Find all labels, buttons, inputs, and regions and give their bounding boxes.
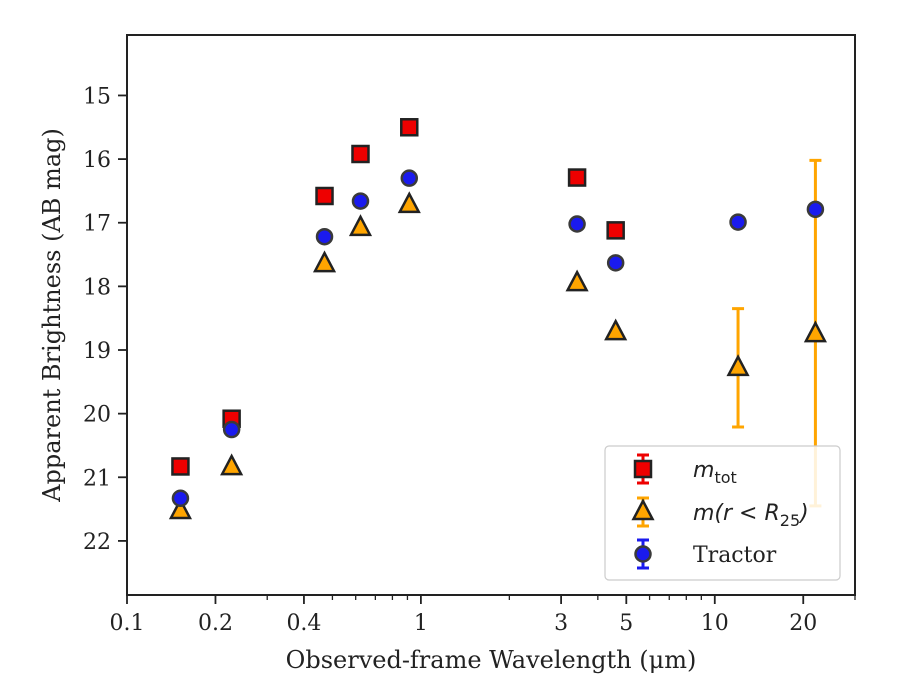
data-point-triangle <box>168 497 193 520</box>
data-point-square <box>606 221 625 240</box>
data-point-circle <box>606 254 625 272</box>
data-point-triangle <box>565 269 589 292</box>
data-point-triangle <box>726 354 750 377</box>
plot-frame <box>126 34 856 596</box>
x-tick-label: 10 <box>701 611 729 636</box>
x-tick-label: 5 <box>619 611 633 636</box>
data-point-triangle <box>397 191 421 214</box>
legend-marker <box>633 459 653 479</box>
y-tick-label: 21 <box>83 466 111 491</box>
data-point-circle <box>171 489 190 508</box>
data-point-triangle <box>604 318 628 341</box>
data-point-square <box>400 118 419 137</box>
data-point-square <box>567 168 587 187</box>
x-tick-label: 0.4 <box>286 611 321 636</box>
legend-label: mtot <box>693 458 737 487</box>
y-tick-label: 20 <box>83 403 111 428</box>
data-point-triangle <box>220 453 244 476</box>
data-point-square <box>171 457 190 476</box>
x-tick-label: 20 <box>789 611 817 636</box>
y-tick-label: 18 <box>83 275 111 300</box>
data-point-circle <box>351 192 370 210</box>
legend-marker <box>634 545 652 563</box>
x-axis: 0.1 0.2 0.4 1 3 5 10 20 <box>110 595 856 636</box>
data-point-circle <box>568 215 586 233</box>
x-tick-label: 1 <box>414 611 428 636</box>
y-tick-label: 22 <box>83 530 111 555</box>
y-tick-label: 15 <box>83 84 111 109</box>
data-point-triangle <box>803 320 827 343</box>
data-markers <box>168 118 827 520</box>
legend-marker <box>631 498 655 521</box>
y-tick-label: 17 <box>83 212 111 237</box>
data-point-triangle <box>348 214 373 237</box>
data-point-square <box>315 186 334 206</box>
data-point-circle <box>222 420 241 439</box>
legend: mtot m(r < R25) Tractor <box>604 445 841 581</box>
y-axis: 15 16 17 18 19 20 21 22 <box>83 84 127 555</box>
x-tick-label: 0.1 <box>110 611 145 636</box>
y-tick-label: 19 <box>83 339 111 364</box>
data-point-triangle <box>312 250 337 273</box>
x-tick-label: 0.2 <box>198 611 233 636</box>
data-point-circle <box>729 213 747 231</box>
data-point-square <box>351 144 370 164</box>
data-point-circle <box>806 200 825 219</box>
x-axis-label: Observed-frame Wavelength (μm) <box>286 646 697 674</box>
legend-box <box>604 445 841 581</box>
legend-label: Tractor <box>693 543 777 568</box>
data-point-circle <box>400 169 419 187</box>
y-axis-label: Apparent Brightness (AB mag) <box>38 128 66 503</box>
y-tick-label: 16 <box>83 148 111 173</box>
data-point-circle <box>315 227 334 246</box>
legend-label: m(r < R25) <box>693 501 809 530</box>
x-tick-label: 3 <box>554 611 568 636</box>
